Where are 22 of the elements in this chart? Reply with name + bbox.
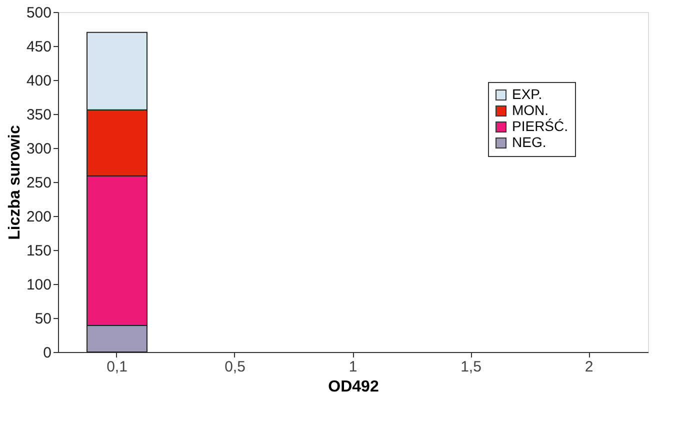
x-tick-label: 1,5 [460,358,482,376]
y-tick-label: 250 [26,174,52,192]
x-axis-title: OD492 [328,378,379,396]
y-tick-label: 350 [26,106,52,124]
y-tick-label: 150 [26,242,52,260]
legend-label: PIERŚĆ. [512,118,568,134]
y-tick-label: 450 [26,38,52,56]
y-tick-label: 300 [26,140,52,158]
x-tick-label: 0,1 [106,358,128,376]
x-tick-label: 2 [584,358,594,376]
legend-label: NEG. [512,134,546,150]
y-tick-label: 0 [43,344,52,362]
y-tick-label: 200 [26,208,52,226]
y-tick-label: 500 [26,4,52,22]
x-tick-label: 0,5 [224,358,246,376]
y-tick-label: 400 [26,72,52,90]
y-tick-label: 100 [26,276,52,294]
y-axis-title: Liczba surowic [6,125,24,240]
y-tick-label: 50 [34,310,52,328]
legend-label: EXP. [512,86,542,102]
legend-label: MON. [512,102,549,118]
x-tick-label: 1 [348,358,358,376]
